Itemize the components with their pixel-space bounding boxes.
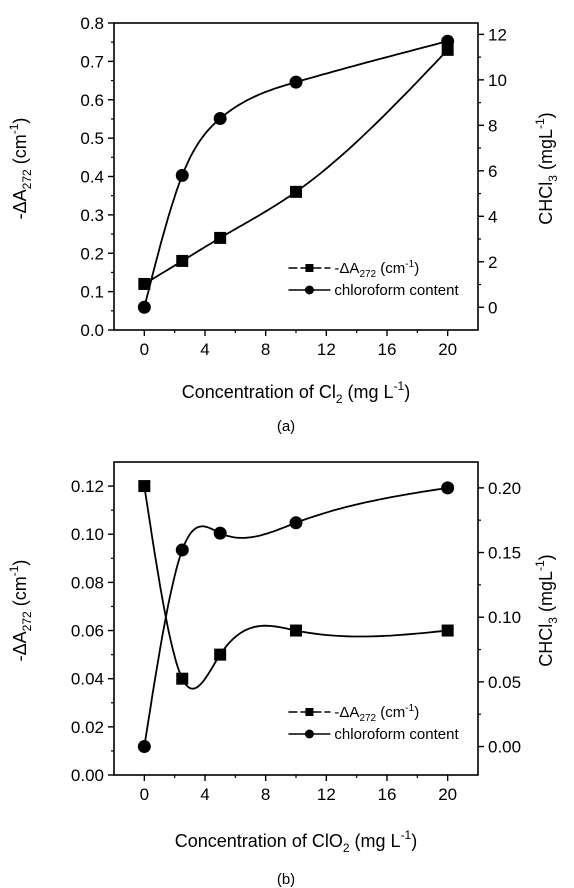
circle-marker [441,481,455,495]
square-marker [176,672,189,685]
x-tick-label: 8 [261,785,270,804]
square-marker [138,277,151,290]
series-absorbance [138,480,454,690]
x-tick-label: 20 [438,785,457,804]
circle-marker [175,543,189,557]
x-tick-label: 12 [317,785,336,804]
y-left-tick-label: 0.10 [71,525,104,544]
y-left-tick-label: 0.02 [71,718,104,737]
y-left-tick-label: 0.00 [71,766,104,785]
circle-marker [213,112,227,126]
y-right-axis-label: CHCl3 (mgL-1) [533,112,560,224]
circle-marker [175,168,189,182]
legend-entry: chloroform content [288,282,459,299]
y-left-tick-label: 0.5 [80,129,104,148]
x-tick-label: 20 [438,340,457,359]
y-left-tick-label: 0.2 [80,244,104,263]
x-tick-label: 0 [140,785,149,804]
y-right-tick-label: 0.05 [488,673,521,692]
y-left-tick-label: 0.12 [71,477,104,496]
square-marker [138,480,151,493]
x-axis-label: Concentration of Cl2 (mg L-1) [182,379,410,406]
circle-marker [289,516,303,530]
y-left-tick-label: 0.1 [80,283,104,302]
y-right-tick-label: 0.15 [488,544,521,563]
circle-marker [289,75,303,89]
y-right-tick-label: 8 [488,116,497,135]
y-right-tick-label: 0.10 [488,608,521,627]
square-marker [290,624,302,637]
legend-label: -ΔA272 (cm-1) [334,259,419,280]
y-right-tick-label: 2 [488,253,497,272]
circle-marker [137,740,151,754]
series-chloroform [137,34,455,314]
x-axis-label: Concentration of ClO2 (mg L-1) [175,828,417,855]
circle-marker [441,34,455,48]
x-tick-label: 0 [140,340,149,359]
x-tick-label: 4 [200,785,209,804]
legend-entry: -ΔA272 (cm-1) [288,259,419,280]
y-left-tick-label: 0.6 [80,91,104,110]
y-left-tick-label: 0.8 [80,14,104,33]
legend-entry: -ΔA272 (cm-1) [288,703,419,724]
panel-label: (b) [277,871,295,888]
square-marker [290,185,302,198]
y-left-tick-label: 0.3 [80,206,104,225]
y-right-axis-label: CHCl3 (mgL-1) [533,554,560,666]
y-left-tick-label: 0.4 [80,168,104,187]
y-left-axis-label: -ΔA272 (cm-1) [7,118,34,220]
square-marker [214,648,227,661]
x-tick-label: 16 [378,340,397,359]
square-marker [176,254,189,267]
legend-square-marker [305,264,314,272]
y-left-tick-label: 0.7 [80,52,104,71]
y-right-tick-label: 0.00 [488,738,521,757]
y-left-tick-label: 0.06 [71,622,104,641]
y-left-axis-label: -ΔA272 (cm-1) [7,560,34,662]
x-tick-label: 8 [261,340,270,359]
x-tick-label: 4 [200,340,209,359]
legend-label: chloroform content [334,726,459,743]
legend-square-marker [305,708,314,716]
panel-label: (a) [277,418,295,435]
legend: -ΔA272 (cm-1) chloroform content [288,703,459,743]
legend-label: -ΔA272 (cm-1) [334,703,419,724]
y-right-tick-label: 0.20 [488,479,521,498]
y-right-tick-label: 12 [488,25,507,44]
square-marker [214,231,227,244]
chart-panel-b: 0 4 8 12 16 20 0.00 0.02 0.04 0.06 0.08 0.10 0.12 0.0… [7,461,560,888]
y-right-tick-label: 4 [488,207,497,226]
x-tick-label: 16 [378,785,397,804]
y-right-tick-label: 6 [488,162,497,181]
legend-entry: chloroform content [288,726,459,743]
y-left-tick-label: 0.04 [71,670,104,689]
legend-circle-marker [304,729,314,739]
circle-marker [213,526,227,540]
legend-label: chloroform content [334,282,459,299]
legend: -ΔA272 (cm-1) chloroform content [288,259,459,299]
series-chloroform [137,481,455,754]
y-left-tick-label: 0.08 [71,573,104,592]
x-tick-label: 12 [317,340,336,359]
square-marker [441,624,454,637]
circle-marker [137,300,151,314]
y-right-tick-label: 0 [488,298,497,317]
chart-panel-a: 0 4 8 12 16 20 0.0 0.1 0.2 0.3 0.4 0.5 0.6 0.7 0.8 0 2 4 6… [7,14,560,435]
y-right-tick-label: 10 [488,71,507,90]
legend-circle-marker [304,285,314,295]
y-left-tick-label: 0.0 [80,321,104,340]
